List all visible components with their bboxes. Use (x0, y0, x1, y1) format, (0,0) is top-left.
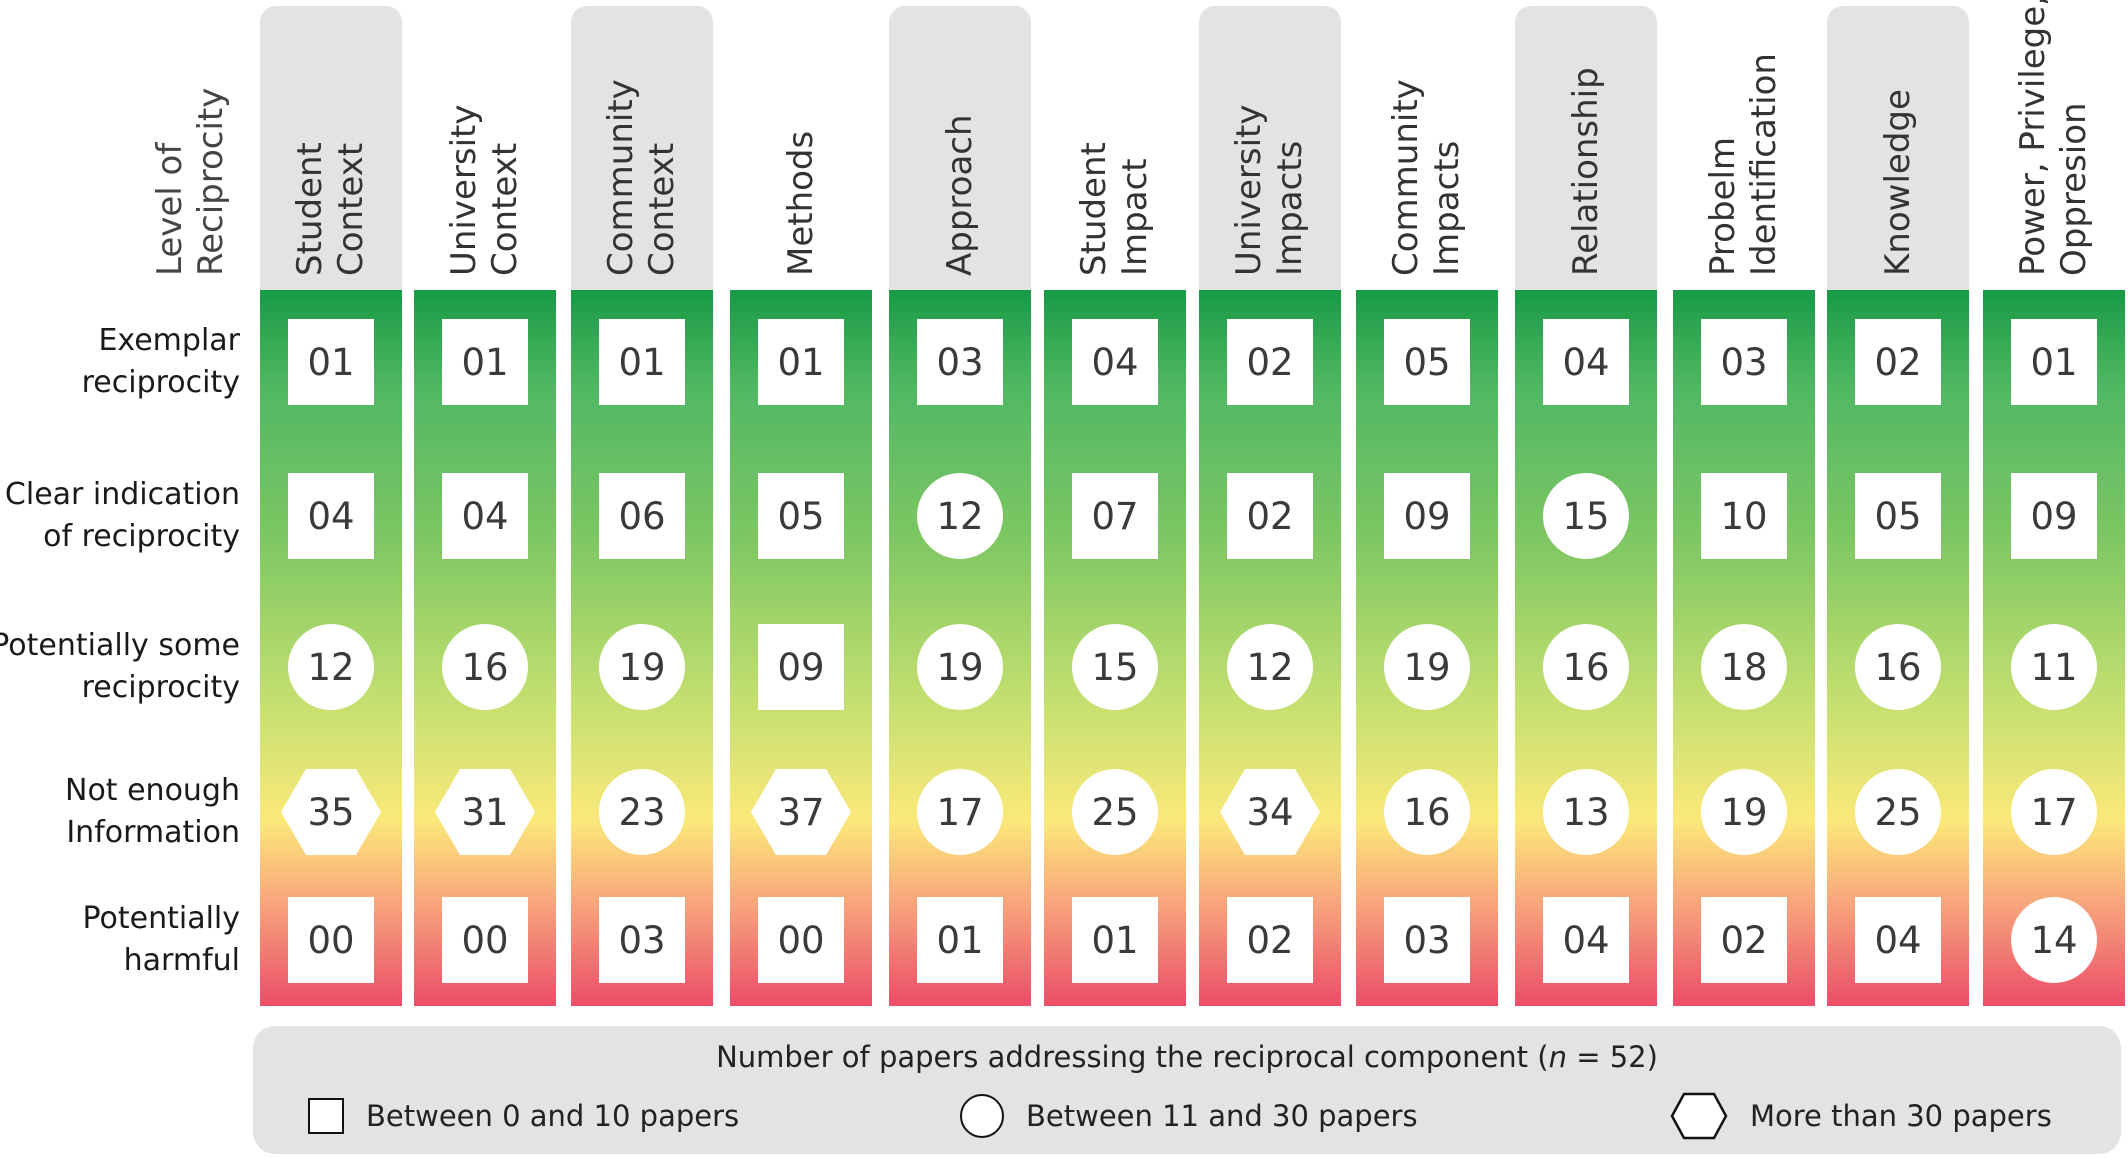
column-header-tab (1827, 6, 1969, 290)
paper-count-square: 05 (758, 473, 844, 559)
paper-count-circle: 25 (1072, 769, 1158, 855)
paper-count-square: 03 (599, 897, 685, 983)
paper-count-square: 01 (442, 319, 528, 405)
paper-count-square: 04 (1543, 319, 1629, 405)
paper-count-square: 01 (288, 319, 374, 405)
paper-count-square: 09 (758, 624, 844, 710)
paper-count-square: 00 (288, 897, 374, 983)
paper-count-square: 03 (917, 319, 1003, 405)
column-header-tab (1515, 6, 1657, 290)
row-label: Clear indication of reciprocity (4, 477, 240, 554)
square-shape-icon (308, 1098, 344, 1134)
paper-count-square: 10 (1701, 473, 1787, 559)
row-label: Not enough Information (65, 773, 240, 850)
circle-shape-icon (960, 1094, 1004, 1138)
column-header-tab (889, 6, 1031, 290)
hexagon-shape-icon (1670, 1092, 1728, 1140)
legend-label-circle: Between 11 and 30 papers (1026, 1099, 1418, 1133)
paper-count-square: 05 (1384, 319, 1470, 405)
column-header-label: University Impacts (1229, 104, 1310, 276)
legend-item-square: Between 0 and 10 papers (308, 1092, 739, 1140)
column-header-label: Knowledge (1877, 89, 1918, 276)
legend-label-hexagon: More than 30 papers (1750, 1099, 2052, 1133)
column-header-label: Community Impacts (1386, 79, 1467, 276)
paper-count-square: 02 (1227, 319, 1313, 405)
column-header-label: University Context (444, 104, 525, 276)
paper-count-circle: 15 (1072, 624, 1158, 710)
paper-count-square: 09 (1384, 473, 1470, 559)
legend-item-circle: Between 11 and 30 papers (960, 1092, 1418, 1140)
paper-count-square: 09 (2011, 473, 2097, 559)
paper-count-circle: 18 (1701, 624, 1787, 710)
paper-count-circle: 15 (1543, 473, 1629, 559)
paper-count-circle: 12 (917, 473, 1003, 559)
paper-count-square: 05 (1855, 473, 1941, 559)
legend-item-hexagon: More than 30 papers (1670, 1092, 2052, 1140)
level-of-reciprocity-header: Level of Reciprocity (150, 87, 231, 276)
paper-count-square: 02 (1701, 897, 1787, 983)
row-label: Exemplar reciprocity (81, 323, 240, 400)
paper-count-square: 01 (2011, 319, 2097, 405)
column-header-label: Methods (780, 130, 821, 276)
column-header-label: Student Impact (1074, 142, 1155, 276)
paper-count-square: 02 (1227, 473, 1313, 559)
paper-count-circle: 16 (1855, 624, 1941, 710)
paper-count-circle: 12 (1227, 624, 1313, 710)
paper-count-circle: 16 (1543, 624, 1629, 710)
paper-count-square: 06 (599, 473, 685, 559)
column-header-label: Approach (939, 114, 980, 276)
legend-n-symbol: n (1548, 1040, 1567, 1074)
column-header-tab (1199, 6, 1341, 290)
paper-count-circle: 14 (2011, 897, 2097, 983)
legend-title: Number of papers addressing the reciproc… (253, 1040, 2121, 1074)
legend-title-prefix: Number of papers addressing the reciproc… (716, 1040, 1549, 1074)
column-header-label: Probelm Identification (1703, 53, 1784, 276)
paper-count-square: 04 (1543, 897, 1629, 983)
row-label: Potentially some reciprocity (0, 628, 240, 705)
paper-count-circle: 17 (917, 769, 1003, 855)
legend-panel: Number of papers addressing the reciproc… (253, 1026, 2121, 1154)
paper-count-square: 01 (758, 319, 844, 405)
paper-count-square: 00 (758, 897, 844, 983)
column-header-label: Student Context (290, 142, 371, 276)
paper-count-square: 03 (1384, 897, 1470, 983)
paper-count-square: 04 (1855, 897, 1941, 983)
paper-count-circle: 16 (1384, 769, 1470, 855)
column-header-label: Power, Privilege, Oppresion (2013, 0, 2094, 276)
column-header-tab (260, 6, 402, 290)
paper-count-square: 04 (1072, 319, 1158, 405)
paper-count-square: 01 (917, 897, 1003, 983)
paper-count-square: 01 (599, 319, 685, 405)
paper-count-square: 02 (1855, 319, 1941, 405)
paper-count-circle: 13 (1543, 769, 1629, 855)
paper-count-hexagon: 37 (751, 769, 851, 855)
paper-count-square: 00 (442, 897, 528, 983)
column-header-label: Community Context (601, 79, 682, 276)
paper-count-circle: 19 (917, 624, 1003, 710)
paper-count-circle: 19 (1701, 769, 1787, 855)
paper-count-square: 03 (1701, 319, 1787, 405)
paper-count-circle: 11 (2011, 624, 2097, 710)
paper-count-square: 02 (1227, 897, 1313, 983)
paper-count-circle: 19 (1384, 624, 1470, 710)
row-label: Potentially harmful (82, 901, 240, 978)
paper-count-square: 04 (442, 473, 528, 559)
paper-count-circle: 12 (288, 624, 374, 710)
legend-title-suffix: = 52) (1566, 1040, 1658, 1074)
paper-count-circle: 16 (442, 624, 528, 710)
paper-count-square: 04 (288, 473, 374, 559)
legend-label-square: Between 0 and 10 papers (366, 1099, 740, 1133)
paper-count-circle: 17 (2011, 769, 2097, 855)
column-header-label: Relationship (1565, 67, 1606, 276)
column-header-tab (571, 6, 713, 290)
paper-count-square: 01 (1072, 897, 1158, 983)
paper-count-circle: 25 (1855, 769, 1941, 855)
paper-count-circle: 19 (599, 624, 685, 710)
paper-count-square: 07 (1072, 473, 1158, 559)
paper-count-circle: 23 (599, 769, 685, 855)
